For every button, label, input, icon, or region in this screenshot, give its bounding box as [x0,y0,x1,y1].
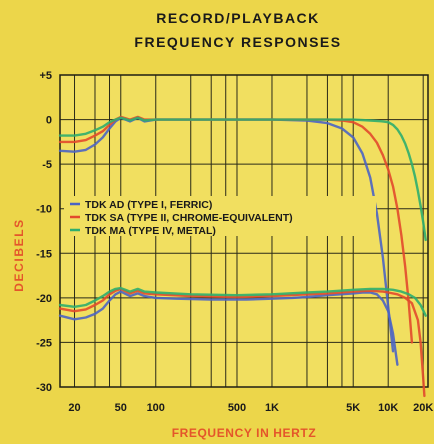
x-tick-label: 1K [265,402,279,414]
series-line-3-playback [58,286,427,317]
y-tick-label: 0 [46,115,52,127]
y-tick-label: -10 [36,204,52,216]
plot-border [59,74,429,388]
x-tick-label: 10K [378,402,398,414]
y-axis-label: DECIBELS [12,218,26,291]
chart-title-line: RECORD/PLAYBACK [156,10,320,26]
legend-label: TDK AD (TYPE I, FERRIC) [85,199,212,211]
y-tick-label: +5 [39,70,52,82]
y-tick-label: -15 [36,248,52,260]
x-tick-label: 20 [68,402,80,414]
legend-label: TDK MA (TYPE IV, METAL) [85,225,216,237]
x-tick-label: 100 [147,402,165,414]
series-line-1-playback [58,290,399,366]
chart-title-line: FREQUENCY RESPONSES [134,34,341,50]
x-tick-label: 20K [413,402,433,414]
y-tick-label: -30 [36,382,52,394]
y-tick-label: -20 [36,293,52,305]
y-tick-label: -25 [36,337,52,349]
legend-background [64,196,376,236]
series-line-3-record [58,116,427,242]
series-line-2-playback [58,287,426,398]
x-tick-label: 500 [228,402,246,414]
x-tick-label: 5K [346,402,360,414]
x-axis-label: FREQUENCY IN HERTZ [172,426,317,440]
x-tick-label: 50 [115,402,127,414]
y-tick-label: -5 [42,159,52,171]
legend-label: TDK SA (TYPE II, CHROME-EQUIVALENT) [85,212,293,224]
